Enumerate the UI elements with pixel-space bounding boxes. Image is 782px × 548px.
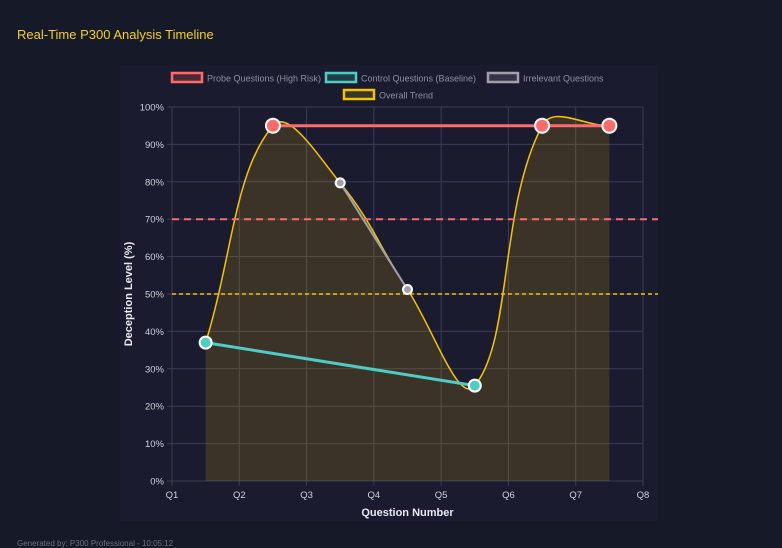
data-point xyxy=(467,378,482,393)
y-tick-label: 90% xyxy=(145,140,165,151)
y-tick-label: 40% xyxy=(145,327,165,338)
chart-panel xyxy=(120,65,658,521)
y-tick-label: 0% xyxy=(150,477,164,488)
y-tick-label: 80% xyxy=(145,177,165,188)
legend-swatch xyxy=(324,71,358,84)
y-axis-title: Deception Level (%) xyxy=(123,241,135,346)
data-point xyxy=(601,117,618,134)
data-point xyxy=(534,117,551,134)
x-tick-label: Q7 xyxy=(569,490,582,501)
y-tick-label: 20% xyxy=(145,402,165,413)
x-axis-title: Question Number xyxy=(361,507,454,519)
footer-text: Generated by: P300 Professional - 10:05:… xyxy=(17,539,174,548)
data-point xyxy=(198,335,213,350)
x-tick-label: Q6 xyxy=(502,490,515,501)
page-title: Real-Time P300 Analysis Timeline xyxy=(17,27,214,42)
legend-swatch xyxy=(342,88,376,101)
x-tick-label: Q2 xyxy=(233,490,246,501)
legend-label: Overall Trend xyxy=(379,91,433,101)
y-tick-label: 50% xyxy=(145,290,165,301)
data-point xyxy=(402,284,413,296)
data-point xyxy=(264,117,281,134)
legend-label: Probe Questions (High Risk) xyxy=(207,74,321,84)
x-tick-label: Q1 xyxy=(166,490,179,501)
trend-area-fill xyxy=(205,116,610,482)
y-tick-label: 30% xyxy=(145,364,165,375)
legend-label: Control Questions (Baseline) xyxy=(361,74,476,84)
data-point xyxy=(334,177,346,189)
legend-swatch xyxy=(170,71,204,84)
legend-label: Irrelevant Questions xyxy=(523,74,604,84)
y-tick-label: 60% xyxy=(145,252,165,263)
y-tick-label: 70% xyxy=(145,215,165,226)
y-tick-label: 10% xyxy=(145,439,165,450)
series-line-2 xyxy=(339,182,409,291)
legend-swatch xyxy=(486,71,520,84)
y-tick-label: 100% xyxy=(140,103,165,114)
x-tick-label: Q4 xyxy=(368,490,381,501)
x-tick-label: Q5 xyxy=(435,490,448,501)
x-tick-label: Q8 xyxy=(637,490,650,501)
x-tick-label: Q3 xyxy=(300,490,313,501)
series-line-1 xyxy=(205,341,476,388)
